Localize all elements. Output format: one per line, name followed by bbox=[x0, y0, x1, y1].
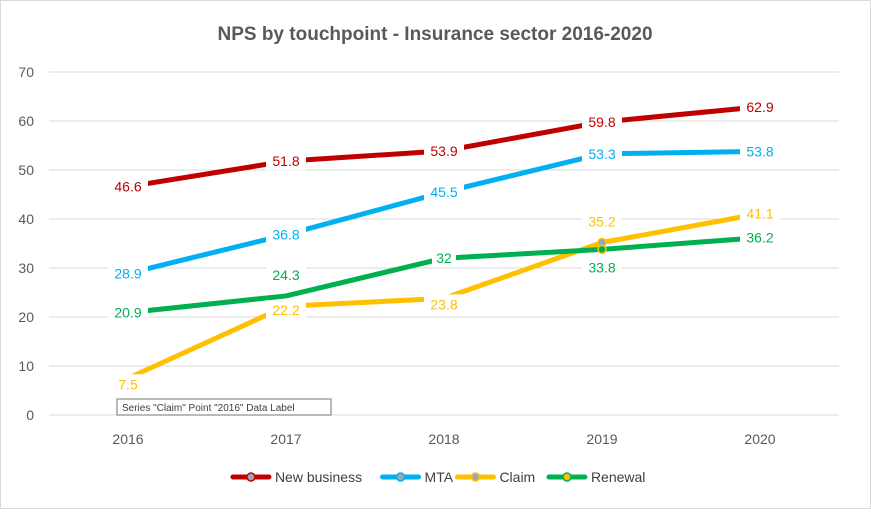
legend-label: Claim bbox=[499, 469, 535, 485]
legend-label: New business bbox=[275, 469, 362, 485]
data-label-bg bbox=[582, 257, 622, 277]
legend: New business MTA Claim Renewal bbox=[230, 469, 645, 485]
x-tick-label: 2018 bbox=[428, 431, 459, 447]
data-label[interactable]: 24.3 bbox=[272, 267, 299, 283]
data-label-bg bbox=[266, 224, 306, 244]
legend-item-mta[interactable]: MTA bbox=[380, 469, 454, 485]
data-label-bg bbox=[108, 176, 148, 196]
y-axis: 0 10 20 30 40 50 60 70 bbox=[18, 64, 34, 423]
x-tick-label: 2019 bbox=[586, 431, 617, 447]
data-label[interactable]: 45.5 bbox=[430, 184, 457, 200]
data-label[interactable]: 32 bbox=[436, 250, 452, 266]
legend-marker bbox=[470, 472, 481, 482]
chart-title: NPS by touchpoint - Insurance sector 201… bbox=[217, 24, 652, 45]
legend-label: Renewal bbox=[591, 469, 645, 485]
y-tick-label: 10 bbox=[18, 358, 34, 374]
data-label[interactable]: 62.9 bbox=[746, 99, 773, 115]
y-tick-label: 30 bbox=[18, 260, 34, 276]
y-tick-label: 70 bbox=[18, 64, 34, 80]
y-tick-label: 20 bbox=[18, 309, 34, 325]
data-label-bg bbox=[740, 203, 780, 223]
data-label[interactable]: 53.8 bbox=[746, 143, 773, 159]
data-label-bg bbox=[424, 182, 464, 202]
data-label-bg bbox=[740, 141, 780, 161]
data-label[interactable]: 7.5 bbox=[118, 376, 138, 392]
data-label[interactable]: 33.8 bbox=[588, 259, 615, 275]
legend-item-new-business[interactable]: New business bbox=[230, 469, 362, 485]
data-label[interactable]: 36.8 bbox=[272, 227, 299, 243]
data-label[interactable]: 46.6 bbox=[114, 179, 141, 195]
x-tick-label: 2016 bbox=[112, 431, 143, 447]
data-label-bg bbox=[740, 96, 780, 116]
y-tick-label: 0 bbox=[26, 407, 34, 423]
data-label-bg bbox=[108, 302, 148, 322]
data-label-bg bbox=[424, 140, 464, 160]
gridlines bbox=[49, 71, 839, 416]
data-label[interactable]: 22.2 bbox=[272, 302, 299, 318]
legend-label: MTA bbox=[425, 469, 454, 485]
data-label[interactable]: 41.1 bbox=[746, 206, 773, 222]
data-label-bg bbox=[582, 111, 622, 131]
data-label-bg bbox=[582, 211, 622, 231]
legend-item-renewal[interactable]: Renewal bbox=[546, 469, 645, 485]
y-tick-label: 60 bbox=[18, 113, 34, 129]
data-label-bg bbox=[112, 374, 144, 394]
y-tick-label: 50 bbox=[18, 162, 34, 178]
legend-marker bbox=[246, 472, 256, 482]
data-labels: 46.6 51.8 53.9 59.8 62.9 28.9 36.8 45.5 53.3 53.8… bbox=[108, 96, 780, 394]
data-label-tooltip: Series "Claim" Point "2016" Data Label bbox=[116, 398, 332, 416]
tooltip-text: Series "Claim" Point "2016" Data Label bbox=[122, 403, 295, 414]
data-label-bg bbox=[266, 264, 306, 284]
data-label[interactable]: 59.8 bbox=[588, 114, 615, 130]
legend-marker bbox=[395, 472, 406, 482]
data-label-bg bbox=[740, 227, 780, 247]
legend-marker bbox=[562, 472, 572, 482]
data-label-bg bbox=[108, 263, 148, 283]
data-label[interactable]: 35.2 bbox=[588, 214, 615, 230]
data-label[interactable]: 20.9 bbox=[114, 305, 141, 321]
x-tick-label: 2020 bbox=[744, 431, 775, 447]
legend-item-claim[interactable]: Claim bbox=[454, 469, 535, 485]
data-label-bg bbox=[582, 143, 622, 163]
y-tick-label: 40 bbox=[18, 211, 34, 227]
x-tick-label: 2017 bbox=[270, 431, 301, 447]
data-label[interactable]: 36.2 bbox=[746, 230, 773, 246]
x-axis: 2016 2017 2018 2019 2020 bbox=[112, 431, 775, 447]
data-label[interactable]: 53.9 bbox=[430, 143, 457, 159]
data-label-bg bbox=[432, 248, 456, 268]
data-label[interactable]: 51.8 bbox=[272, 153, 299, 169]
data-label[interactable]: 53.3 bbox=[588, 146, 615, 162]
data-label-bg bbox=[266, 151, 306, 171]
point-marker[interactable] bbox=[597, 244, 607, 255]
data-label-bg bbox=[424, 294, 464, 314]
data-label-bg bbox=[266, 300, 306, 320]
data-label[interactable]: 23.8 bbox=[430, 296, 457, 312]
data-label[interactable]: 28.9 bbox=[114, 265, 141, 281]
